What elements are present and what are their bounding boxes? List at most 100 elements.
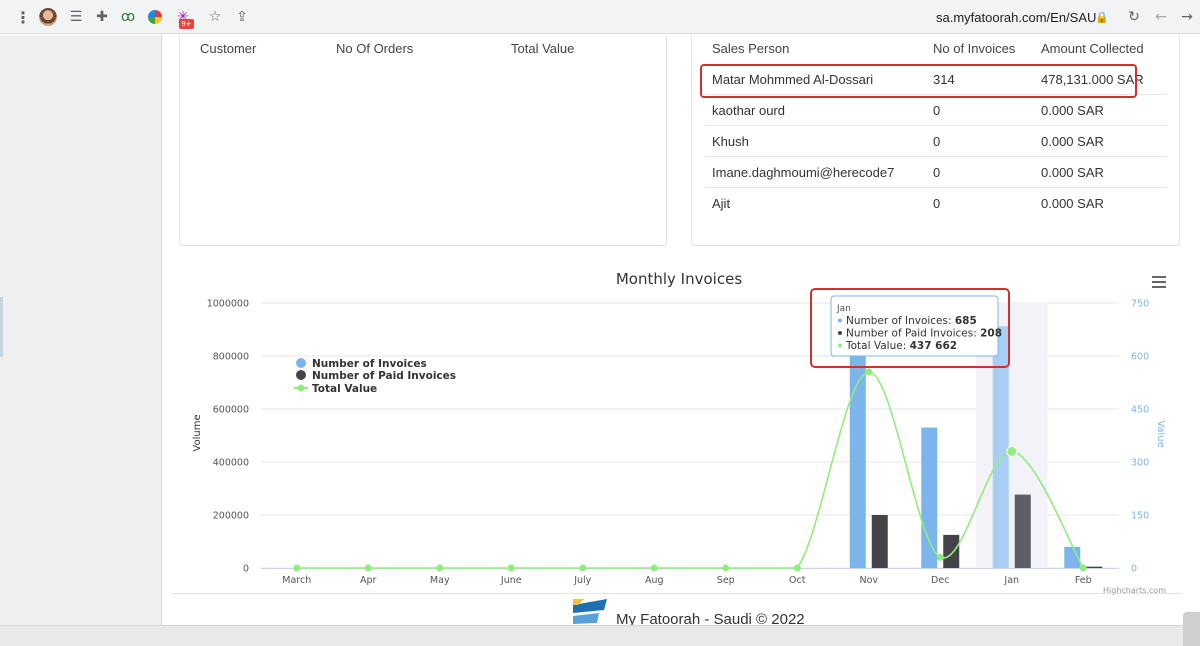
total-value-point	[507, 564, 515, 572]
bar	[921, 427, 938, 568]
total-value-point	[793, 564, 801, 572]
legend-label: Total Value	[312, 383, 377, 395]
sales-person-name: Ajit	[712, 196, 731, 211]
total-value-point	[436, 564, 444, 572]
table-row: kaothar ourd 0 0.000 SAR	[705, 95, 1167, 126]
invoice-count: 0	[933, 103, 941, 118]
bar	[1086, 566, 1103, 568]
top-customers-card: Customer No Of Orders Total Value	[179, 35, 667, 246]
bookmark-star-icon[interactable]: ☆	[208, 9, 222, 25]
x-tick-label: Sep	[717, 575, 735, 586]
legend-symbol	[296, 370, 306, 380]
tooltip-line: Number of Paid Invoices: 208	[846, 328, 1002, 340]
total-value-point	[364, 564, 372, 572]
x-tick-label: March	[282, 575, 311, 586]
bar	[992, 326, 1009, 568]
footer-copyright: My Fatoorah - Saudi © 2022	[616, 610, 805, 628]
chart-menu-icon[interactable]	[1152, 276, 1166, 288]
y2-tick-label: 750	[1131, 299, 1149, 310]
back-arrow-icon[interactable]: ←	[1155, 9, 1167, 25]
extension-badge: 9+	[179, 19, 194, 29]
legend-symbol	[296, 358, 306, 368]
tooltip-marker	[838, 318, 842, 323]
invoices-header: No of Invoices	[933, 41, 1016, 56]
tooltip-marker	[838, 343, 842, 348]
footer-divider	[172, 593, 1182, 594]
table-row: Khush 0 0.000 SAR	[705, 126, 1167, 157]
invoice-count: 0	[933, 196, 941, 211]
total-value-point	[936, 553, 944, 561]
tooltip-highlight	[810, 288, 1010, 368]
y-tick-label: 800000	[213, 352, 249, 363]
x-tick-label: July	[573, 575, 591, 586]
y2-tick-label: 0	[1131, 564, 1137, 575]
share-icon[interactable]: ⇪	[236, 9, 248, 25]
browser-toolbar: ⋮ ☰ ✚ ꝏ ✳ 9+ ☆ ⇪ sa.myfatoorah.com/En/SA…	[0, 0, 1200, 34]
sales-persons-card: Sales Person No of Invoices Amount Colle…	[691, 35, 1180, 246]
profile-avatar[interactable]	[39, 8, 57, 26]
x-tick-label: Nov	[859, 575, 878, 586]
amount-collected: 0.000 SAR	[1041, 134, 1104, 149]
amount-collected: 0.000 SAR	[1041, 103, 1104, 118]
total-value-header: Total Value	[511, 41, 575, 56]
more-menu-icon[interactable]: ⋮	[15, 7, 31, 27]
tooltip-line: Number of Invoices: 685	[846, 315, 977, 327]
table-row: Ajit 0 0.000 SAR	[705, 188, 1167, 219]
customer-header: Customer	[200, 41, 257, 56]
legend-label: Number of Paid Invoices	[312, 370, 456, 382]
legend-label: Number of Invoices	[312, 358, 427, 370]
sales-person-name: Matar Mohmmed Al-Dossari	[712, 72, 874, 87]
page-bottom-bar	[0, 625, 1200, 646]
bar	[1014, 494, 1031, 568]
total-value-point	[650, 564, 658, 572]
tooltip-marker	[838, 331, 842, 335]
scroll-corner	[1183, 612, 1200, 646]
x-tick-label: Feb	[1075, 575, 1092, 586]
bar	[943, 534, 960, 568]
tooltip-line: Total Value: 437 662	[845, 340, 957, 352]
chart-svg: Monthly Invoices 0 200000 400000 600000 8000…	[192, 270, 1166, 595]
amount-collected-header: Amount Collected	[1041, 41, 1144, 56]
y2-tick-label: 300	[1131, 458, 1149, 469]
total-value-point	[722, 564, 730, 572]
x-tick-label: Oct	[789, 575, 806, 586]
left-sidebar-area	[0, 35, 162, 625]
y-tick-label: 600000	[213, 405, 249, 416]
table-row: Matar Mohmmed Al-Dossari 314 478,131.000…	[705, 64, 1167, 95]
total-value-line	[296, 371, 1084, 569]
monthly-invoices-chart: Monthly Invoices 0 200000 400000 600000 8000…	[172, 262, 1182, 607]
y-tick-label: 400000	[213, 458, 249, 469]
top-seller-highlight	[700, 64, 1137, 98]
lock-icon: 🔒	[1095, 10, 1109, 24]
color-wheel-extension-icon[interactable]	[148, 10, 162, 24]
x-tick-label: Aug	[645, 575, 664, 586]
x-tick-label: Apr	[360, 575, 377, 586]
invoice-count: 0	[933, 165, 941, 180]
reading-list-icon[interactable]: ☰	[69, 9, 83, 25]
tooltip-category: Jan	[836, 304, 851, 314]
table-row: Imane.daghmoumi@herecode7 0 0.000 SAR	[705, 157, 1167, 188]
legend-point-symbol	[297, 384, 305, 392]
orders-header: No Of Orders	[336, 41, 414, 56]
y2-tick-label: 600	[1131, 352, 1149, 363]
bar	[871, 515, 888, 568]
amount-collected: 0.000 SAR	[1041, 165, 1104, 180]
x-tick-label: Dec	[931, 575, 949, 586]
y2-tick-label: 450	[1131, 405, 1149, 416]
footer: My Fatoorah - Saudi © 2022	[572, 598, 805, 640]
amount-collected: 478,131.000 SAR	[1041, 72, 1144, 87]
y-axis-title: Volume	[192, 414, 203, 451]
reload-icon[interactable]: ↻	[1128, 9, 1140, 25]
forward-arrow-icon[interactable]: →	[1181, 9, 1193, 25]
invoice-count: 314	[933, 72, 955, 87]
sidebar-marker	[0, 297, 3, 357]
chart-credit[interactable]: Highcharts.com	[1103, 586, 1166, 595]
total-value-point	[1006, 445, 1018, 457]
address-bar-url[interactable]: sa.myfatoorah.com/En/SAU	[936, 10, 1097, 25]
tripadvisor-extension-icon[interactable]: ꝏ	[120, 9, 136, 25]
extensions-puzzle-icon[interactable]: ✚	[96, 9, 108, 25]
sales-person-header: Sales Person	[712, 41, 790, 56]
sales-person-name: kaothar ourd	[712, 103, 785, 118]
sparkle-extension-icon[interactable]: ✳	[177, 9, 189, 25]
total-value-point	[293, 564, 301, 572]
